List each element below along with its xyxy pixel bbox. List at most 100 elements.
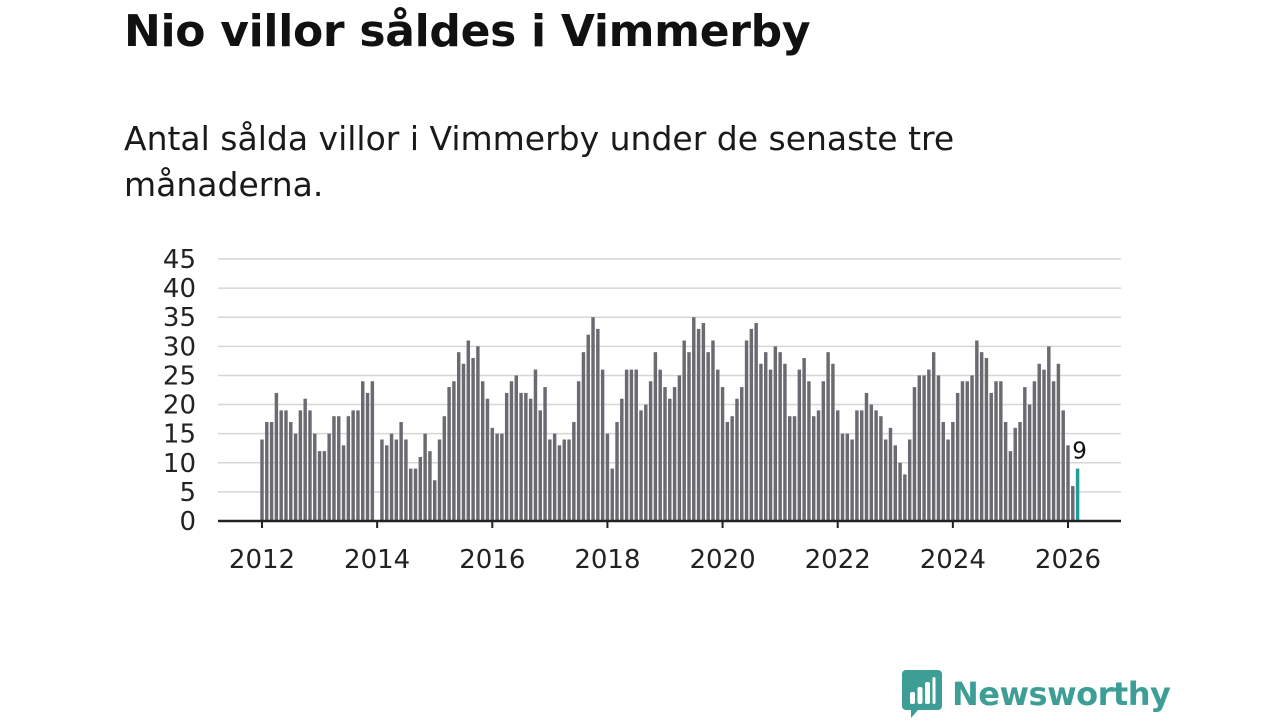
bar	[437, 439, 442, 521]
bars	[260, 317, 1080, 521]
bar	[351, 410, 355, 521]
bar	[389, 433, 394, 521]
bar	[337, 416, 341, 521]
bar	[999, 381, 1003, 521]
bar	[1042, 369, 1046, 521]
bar	[917, 375, 921, 521]
bar	[975, 340, 979, 521]
x-tick-label: 2026	[1035, 545, 1101, 575]
bar	[1027, 404, 1032, 521]
bar	[447, 387, 451, 521]
bar	[471, 357, 475, 521]
bar	[951, 422, 955, 521]
bar	[615, 422, 619, 521]
bar	[812, 416, 816, 521]
bar	[725, 422, 730, 521]
bar	[605, 433, 610, 521]
bar	[365, 392, 370, 521]
bar	[586, 334, 590, 521]
bar	[1023, 387, 1027, 521]
y-tick-label: 40	[163, 274, 196, 304]
bar	[509, 381, 514, 521]
bar	[279, 410, 283, 521]
bar	[572, 422, 576, 521]
y-tick-label: 25	[163, 361, 196, 391]
bar	[970, 375, 974, 521]
bar	[548, 439, 552, 521]
bar	[552, 433, 557, 521]
bar	[313, 433, 317, 521]
bar	[533, 369, 538, 521]
annotations: 9	[1072, 439, 1087, 465]
x-tick-label: 2022	[805, 545, 871, 575]
bar	[504, 392, 509, 521]
bar	[317, 451, 322, 521]
bar	[711, 340, 715, 521]
bar	[1056, 363, 1061, 521]
bar	[322, 451, 327, 521]
bar	[907, 439, 912, 521]
bar	[346, 416, 351, 521]
bar	[1061, 410, 1065, 521]
bar	[495, 433, 499, 521]
bar	[677, 375, 682, 521]
bar	[807, 381, 811, 521]
bar	[955, 392, 960, 521]
bar	[888, 427, 893, 521]
bar	[404, 439, 408, 521]
bar	[1047, 346, 1051, 521]
bar	[682, 340, 686, 521]
bar	[816, 410, 821, 521]
x-tick-label: 2016	[459, 545, 525, 575]
bar	[773, 346, 778, 521]
bar	[864, 392, 869, 521]
y-tick-label: 45	[163, 245, 196, 275]
bar	[356, 410, 360, 521]
bar	[500, 433, 504, 521]
bar	[485, 398, 490, 521]
bar	[514, 375, 518, 521]
newsworthy-logo[interactable]: Newsworthy	[902, 670, 1171, 718]
bar	[831, 363, 835, 521]
value-annotation: 9	[1072, 439, 1087, 465]
x-tick-label: 2024	[920, 545, 986, 575]
brand-name: Newsworthy	[952, 675, 1171, 713]
bar	[740, 387, 744, 521]
bar	[658, 369, 662, 521]
bar	[644, 404, 648, 521]
bar	[456, 352, 461, 521]
bar	[874, 410, 878, 521]
bar	[370, 381, 375, 521]
bar	[1037, 363, 1041, 521]
bar	[735, 398, 739, 521]
y-tick-label: 20	[163, 391, 196, 421]
bar	[859, 410, 864, 521]
bar	[293, 433, 298, 521]
bar	[826, 352, 830, 521]
bar	[778, 352, 782, 521]
bar	[1013, 427, 1017, 521]
bar	[1032, 381, 1037, 521]
bar	[850, 439, 854, 521]
bar	[591, 317, 595, 521]
bar	[648, 381, 653, 521]
bar	[466, 340, 471, 521]
bar	[620, 398, 624, 521]
bar	[965, 381, 969, 521]
bar	[428, 451, 432, 521]
bar	[596, 328, 600, 521]
bar	[1066, 445, 1070, 521]
bar	[269, 422, 274, 521]
bar-chart-badge-icon	[902, 670, 942, 718]
bar	[744, 340, 749, 521]
bar	[452, 381, 456, 521]
bar	[764, 352, 768, 521]
bar	[1008, 451, 1013, 521]
bar	[567, 439, 571, 521]
page-title: Nio villor såldes i Vimmerby	[124, 6, 811, 57]
bar	[557, 445, 562, 521]
bar	[912, 387, 917, 521]
bar	[332, 416, 336, 521]
